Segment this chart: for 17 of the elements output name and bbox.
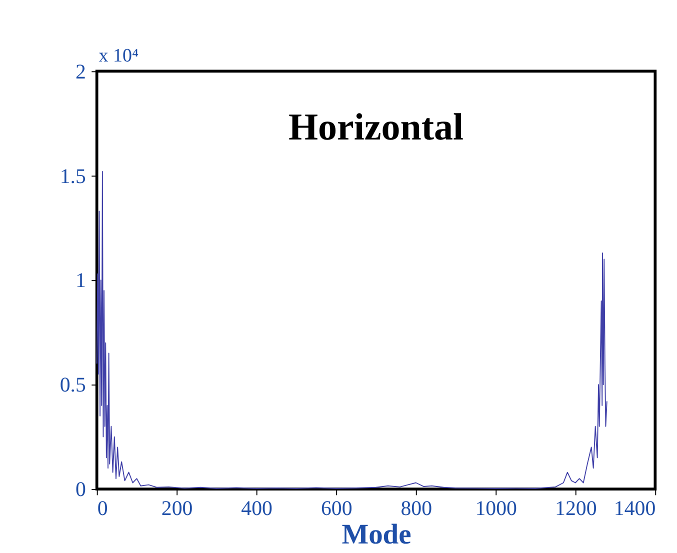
x-tick-label: 1400 <box>614 496 656 520</box>
x-tick-label: 1000 <box>475 496 517 520</box>
x-tick-label: 800 <box>400 496 432 520</box>
annotation: Horizontal <box>288 106 464 149</box>
x-axis-title: Mode <box>342 520 412 551</box>
text: x 10⁴ <box>98 46 139 67</box>
y-tick-label: 1 <box>75 268 86 292</box>
y-tick-label: 2 <box>75 59 86 84</box>
x-tick-label: 1200 <box>555 496 597 520</box>
x-tick-label: 0 <box>97 496 108 520</box>
line-series <box>96 171 608 489</box>
x-tick-label: 600 <box>320 496 352 520</box>
y-tick-label: 0 <box>75 477 86 502</box>
x-tick-label: 200 <box>161 496 193 520</box>
y-tick-label: 0.5 <box>60 372 86 397</box>
y-tick-label: 1.5 <box>60 164 86 188</box>
x-tick-label: 400 <box>241 496 272 520</box>
